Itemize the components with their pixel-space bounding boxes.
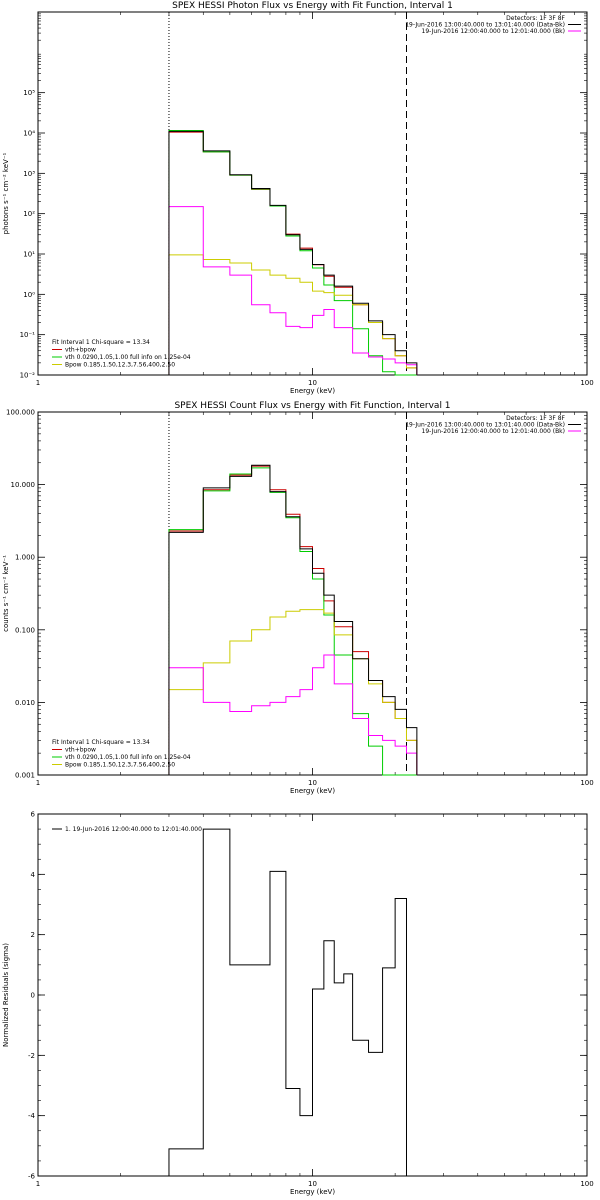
y-tick-label: 10⁰: [23, 291, 35, 299]
header-line: 19-Jun-2016 13:00:40.000 to 13:01:40.000…: [405, 422, 565, 429]
y-tick-label: 10⁻¹: [20, 331, 36, 339]
y-tick-label: -4: [28, 1112, 36, 1120]
series-1-19-jun-2016-12-00-40-000-to-12-01-40-000-line: [168, 828, 407, 1176]
series-vth-bpow-line: [168, 131, 418, 375]
legend-title: Fit Interval 1 Chi-square = 13.34: [52, 739, 150, 746]
x-tick-label: 1: [36, 1180, 40, 1188]
y-tick-label: 10.000: [11, 481, 36, 489]
y-tick-label: 0.100: [15, 626, 35, 634]
y-axis-label: Normalized Residuals (sigma): [2, 943, 10, 1047]
legend-label: vth 0.0290,1.05,1.00 full info on 1.25e-…: [65, 354, 191, 361]
y-tick-label: 10⁵: [23, 89, 35, 97]
header-line: Detectors: 1F 3F 8F: [506, 415, 565, 422]
legend-label: vth 0.0290,1.05,1.00 full info on 1.25e-…: [65, 754, 191, 761]
y-tick-label: 10⁴: [23, 130, 35, 138]
legend-title: Fit Interval 1 Chi-square = 13.34: [52, 339, 150, 346]
legend-label: 1. 19-Jun-2016 12:00:40.000 to 12:01:40.…: [65, 826, 202, 833]
series-bpow-line: [168, 254, 418, 375]
header-line: Detectors: 1F 3F 8F: [506, 15, 565, 22]
y-axis-label: photons s⁻¹ cm⁻² keV⁻¹: [2, 152, 10, 234]
series-background-line: [168, 654, 418, 775]
x-tick-label: 100: [580, 1180, 593, 1188]
y-tick-label: 10³: [23, 170, 35, 178]
y-tick-label: 100.000: [6, 409, 35, 417]
chart-title: SPEX HESSI Photon Flux vs Energy with Fi…: [172, 1, 453, 11]
y-tick-label: 6: [31, 811, 36, 819]
series-bpow-line: [168, 609, 418, 775]
y-axis-label: counts s⁻¹ cm⁻² keV⁻¹: [2, 555, 10, 632]
x-tick-label: 100: [580, 379, 593, 387]
chart-panel-2: SPEX HESSI Count Flux vs Energy with Fit…: [2, 401, 594, 795]
y-tick-label: 0.010: [15, 699, 35, 707]
x-tick-label: 100: [580, 779, 593, 787]
y-tick-label: 10⁻²: [20, 372, 36, 380]
x-tick-label: 10: [308, 379, 317, 387]
series-vth-line: [168, 130, 417, 376]
x-tick-label: 10: [308, 779, 317, 787]
legend-label: vth+bpow: [65, 747, 96, 754]
x-axis-label: Energy (keV): [290, 1188, 335, 1196]
y-tick-label: 0: [31, 992, 35, 1000]
header-line: 19-Jun-2016 12:00:40.000 to 12:01:40.000…: [422, 428, 565, 435]
x-tick-label: 1: [36, 379, 40, 387]
y-tick-label: 10²: [23, 210, 35, 218]
x-tick-label: 10: [308, 1180, 317, 1188]
header-line: 19-Jun-2016 12:00:40.000 to 12:01:40.000…: [422, 28, 565, 35]
header-line: 19-Jun-2016 13:00:40.000 to 13:01:40.000…: [405, 22, 565, 29]
x-axis-label: Energy (keV): [290, 787, 335, 795]
legend-label: vth+bpow: [65, 347, 96, 354]
plot-frame: [37, 411, 588, 776]
y-tick-label: 10¹: [23, 251, 35, 259]
y-tick-label: -6: [28, 1173, 36, 1181]
series-background-line: [168, 206, 418, 375]
y-tick-label: 1.000: [15, 554, 35, 562]
y-tick-label: -2: [28, 1052, 35, 1060]
y-tick-label: 4: [31, 871, 36, 879]
series-data-bk-line: [168, 464, 418, 775]
y-tick-label: 2: [31, 931, 35, 939]
x-axis-label: Energy (keV): [290, 387, 335, 395]
y-tick-label: 0.001: [15, 772, 35, 780]
chart-panel-1: SPEX HESSI Photon Flux vs Energy with Fi…: [2, 1, 594, 395]
legend-label: Bpow 0.185,1.50,12.3,7.56,400,2.50: [65, 762, 175, 769]
x-tick-label: 1: [36, 779, 40, 787]
series-vth-bpow-line: [168, 465, 418, 775]
chart-panel-3: 1 10 100 Energy (keV) -6 -4 -2 0 2 4 6 Normalized R…: [2, 811, 594, 1197]
legend-label: Bpow 0.185,1.50,12.3,7.56,400,2.50: [65, 362, 175, 369]
chart-title: SPEX HESSI Count Flux vs Energy with Fit…: [174, 401, 450, 411]
series-data-bk-line: [168, 130, 418, 375]
